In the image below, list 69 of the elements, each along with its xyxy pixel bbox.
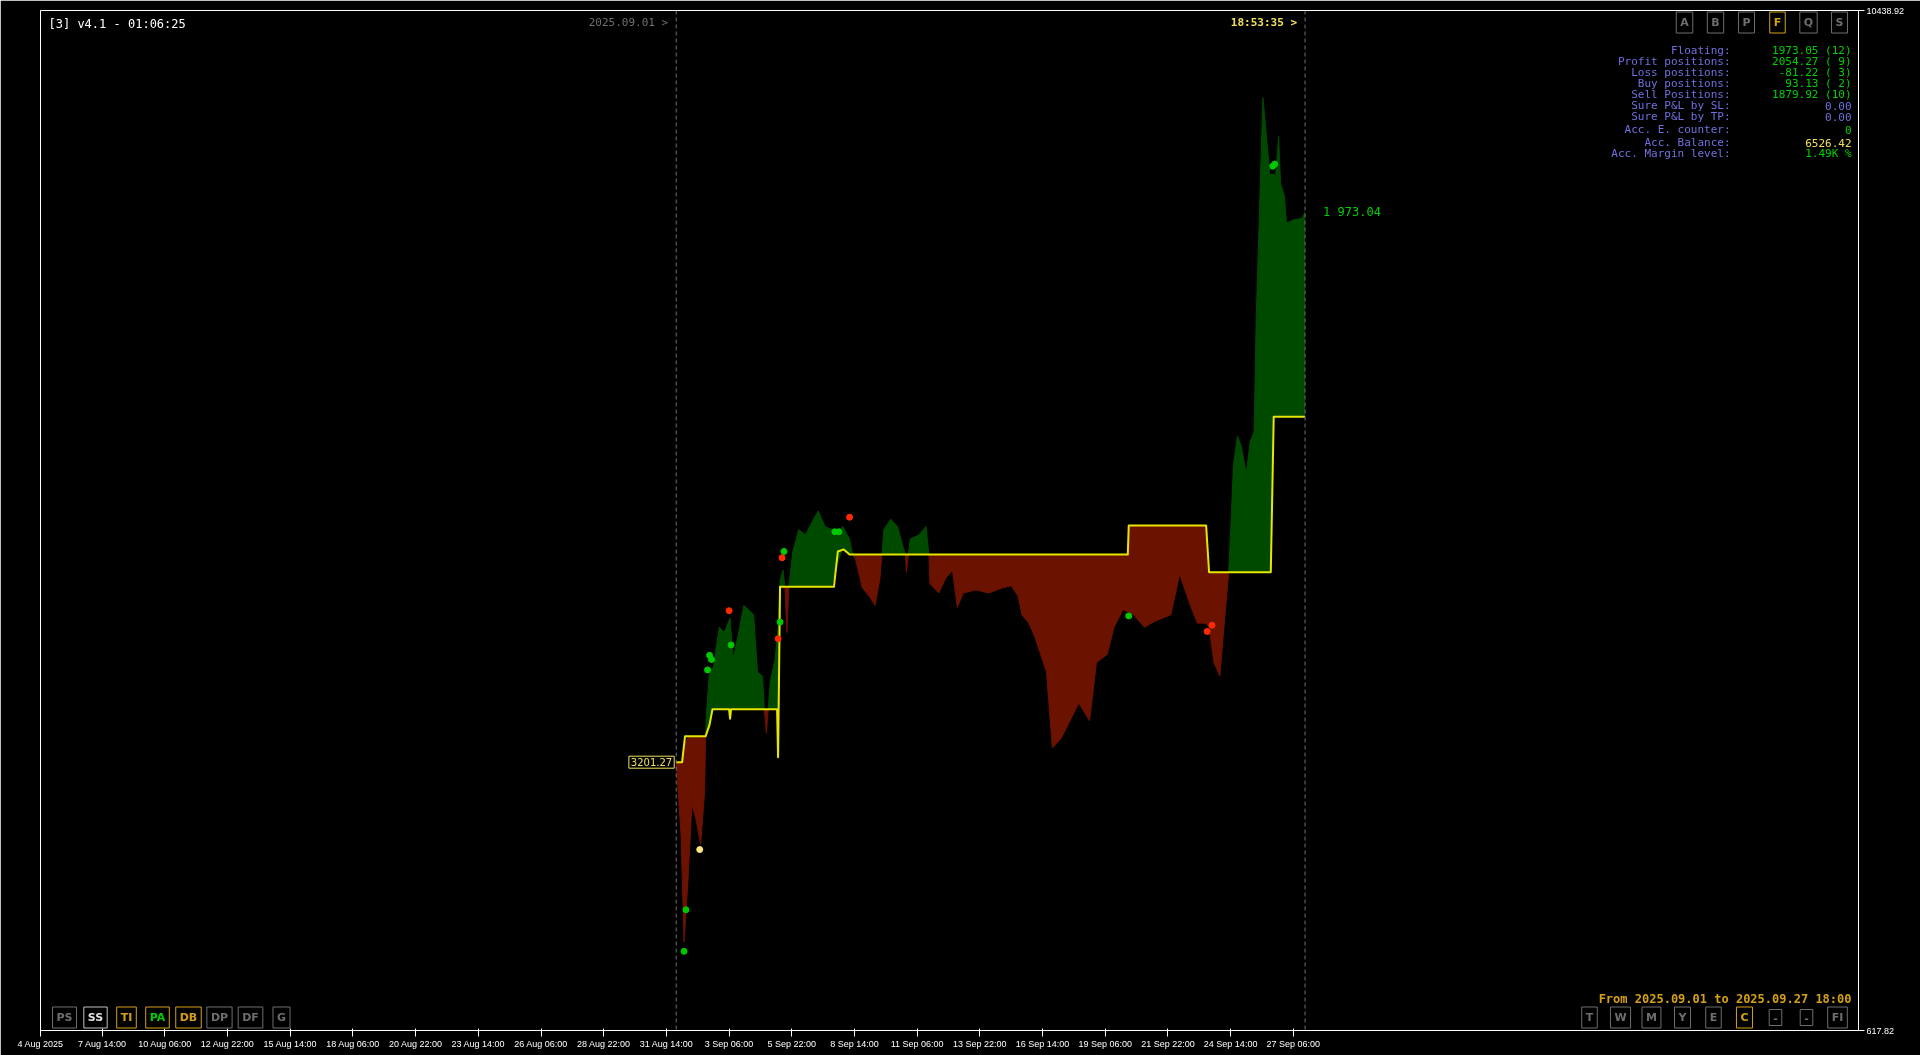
annotation: Q bbox=[1803, 16, 1814, 29]
annotation: M bbox=[1646, 1011, 1657, 1024]
annotation: F bbox=[1773, 16, 1782, 29]
annotation: 2054.27 ( 9) bbox=[1772, 55, 1852, 68]
annotation: FI bbox=[1831, 1011, 1844, 1024]
annotation: 0.00 bbox=[1825, 99, 1852, 113]
y-tick-label: 10438.92 bbox=[1866, 5, 1905, 16]
x-tick-label: 15 Aug 14:00 bbox=[263, 1038, 317, 1049]
annotation: Sure P&L by SL: bbox=[1631, 99, 1731, 112]
annotation: Acc. Balance: bbox=[1644, 136, 1731, 149]
annotation: DP bbox=[210, 1011, 229, 1024]
x-tick-label: 11 Sep 06:00 bbox=[890, 1038, 944, 1049]
x-tick-label: 12 Aug 22:00 bbox=[200, 1038, 254, 1049]
x-tick-label: 24 Sep 14:00 bbox=[1203, 1038, 1258, 1049]
annotation: 1879.92 (10) bbox=[1772, 88, 1852, 101]
x-tick-label: 21 Sep 22:00 bbox=[1141, 1038, 1195, 1049]
annotation: Floating: bbox=[1670, 44, 1731, 57]
x-tick-label: 31 Aug 14:00 bbox=[639, 1038, 693, 1049]
text: [3] v4.1 - 01:06:25 bbox=[48, 16, 186, 31]
annotation: 1 973.04 bbox=[1323, 204, 1381, 219]
x-tick-label: 26 Aug 06:00 bbox=[514, 1038, 568, 1049]
annotation: Loss positions: bbox=[1631, 66, 1731, 79]
annotation: PA bbox=[149, 1011, 166, 1024]
annotation: W bbox=[1614, 1011, 1627, 1024]
annotation: - bbox=[1773, 1011, 1778, 1025]
x-tick-label: 20 Aug 22:00 bbox=[388, 1038, 442, 1049]
annotation: 6526.42 bbox=[1805, 136, 1852, 150]
annotation: DB bbox=[179, 1011, 198, 1024]
x-tick-label: 28 Aug 22:00 bbox=[576, 1038, 631, 1049]
annotation: Y bbox=[1677, 1011, 1688, 1024]
annotation: Acc. E. counter: bbox=[1624, 123, 1731, 136]
annotation: SS bbox=[87, 1011, 104, 1024]
x-tick-label: 27 Sep 06:00 bbox=[1266, 1038, 1321, 1049]
annotation: E bbox=[1709, 1011, 1718, 1024]
annotation: Profit positions: bbox=[1617, 55, 1731, 68]
annotation: B bbox=[1711, 16, 1720, 29]
ref-line-label: 2025.09.01 > bbox=[588, 16, 669, 29]
annotation: 93.13 ( 2) bbox=[1785, 77, 1852, 90]
annotation: 3201.27 bbox=[630, 757, 673, 769]
annotation: C bbox=[1740, 1011, 1749, 1024]
annotation: T bbox=[1585, 1011, 1594, 1024]
annotation: A bbox=[1680, 16, 1690, 29]
annotation: 1973.05 (12) bbox=[1772, 44, 1852, 57]
annotation: PS bbox=[56, 1011, 73, 1024]
annotation: 1.49K % bbox=[1805, 147, 1852, 160]
annotation: DF bbox=[242, 1011, 259, 1024]
x-tick-label: 10 Aug 06:00 bbox=[138, 1038, 192, 1049]
x-tick-label: 8 Sep 14:00 bbox=[830, 1038, 879, 1049]
annotation: Acc. Margin level: bbox=[1611, 147, 1731, 160]
x-tick-label: 3 Sep 06:00 bbox=[704, 1038, 754, 1049]
ref-line-label: 18:53:35 > bbox=[1230, 16, 1298, 29]
x-tick-label: 5 Sep 22:00 bbox=[767, 1038, 817, 1049]
annotation: - bbox=[1804, 1011, 1809, 1025]
x-tick-label: 18 Aug 06:00 bbox=[326, 1038, 380, 1049]
annotation: From 2025.09.01 to 2025.09.27 18:00 bbox=[1598, 991, 1852, 1006]
annotation: G bbox=[276, 1011, 287, 1024]
x-tick-label: 23 Aug 14:00 bbox=[451, 1038, 505, 1049]
annotation: S bbox=[1835, 16, 1844, 29]
x-tick-label: 13 Sep 22:00 bbox=[953, 1038, 1007, 1049]
x-tick-label: 4 Aug 2025 bbox=[17, 1038, 64, 1049]
annotation: P bbox=[1742, 16, 1751, 29]
x-tick-label: 7 Aug 14:00 bbox=[77, 1038, 126, 1049]
y-tick-label: 617.82 bbox=[1866, 1025, 1895, 1036]
x-tick-label: 19 Sep 06:00 bbox=[1078, 1038, 1133, 1049]
annotation: TI bbox=[120, 1011, 133, 1024]
x-tick-label: 16 Sep 14:00 bbox=[1015, 1038, 1070, 1049]
annotation: 0 bbox=[1844, 123, 1852, 137]
annotation: 0.00 bbox=[1825, 110, 1852, 124]
annotation: -81.22 ( 3) bbox=[1778, 66, 1852, 79]
